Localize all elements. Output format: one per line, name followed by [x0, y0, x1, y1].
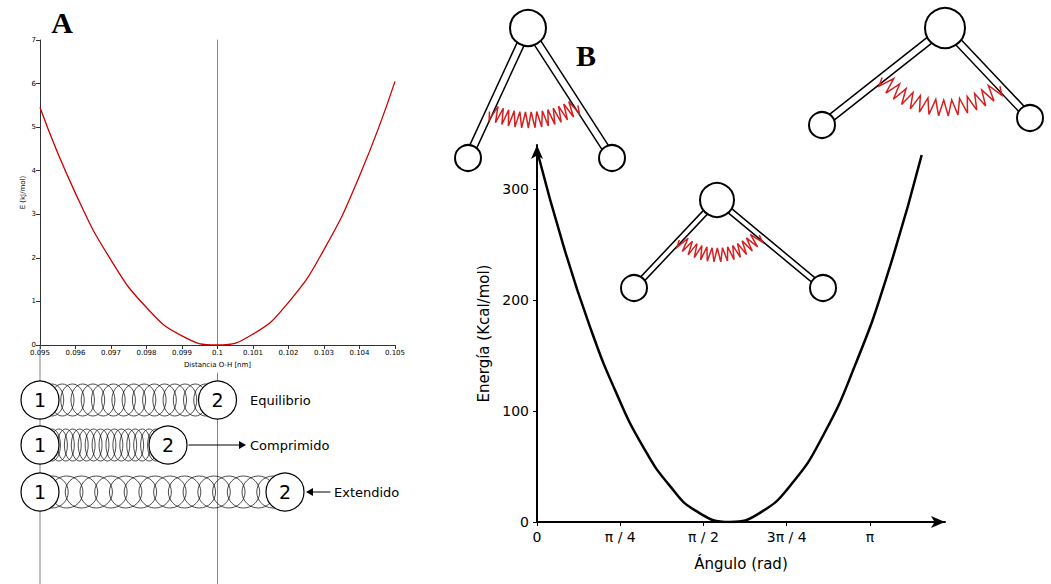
- svg-text:3π / 4: 3π / 4: [767, 529, 807, 545]
- svg-text:2: 2: [279, 481, 291, 503]
- svg-text:B: B: [576, 39, 596, 72]
- svg-text:6: 6: [32, 80, 37, 88]
- svg-text:7: 7: [32, 36, 36, 44]
- svg-text:0.102: 0.102: [278, 349, 298, 357]
- svg-text:A: A: [51, 6, 73, 39]
- svg-text:Energía (Kcal/mol): Energía (Kcal/mol): [475, 265, 493, 403]
- svg-text:0.103: 0.103: [314, 349, 334, 357]
- svg-text:π / 2: π / 2: [688, 529, 719, 545]
- svg-text:2: 2: [32, 254, 36, 262]
- svg-text:π / 4: π / 4: [605, 529, 636, 545]
- svg-text:100: 100: [502, 403, 529, 419]
- svg-text:Equilibrio: Equilibrio: [250, 393, 311, 408]
- svg-text:1: 1: [34, 389, 46, 411]
- svg-text:2: 2: [162, 434, 174, 456]
- svg-text:Comprimido: Comprimido: [250, 438, 329, 453]
- svg-text:0.096: 0.096: [65, 349, 86, 357]
- svg-text:π: π: [866, 529, 875, 545]
- svg-text:0: 0: [31, 341, 36, 349]
- svg-text:0.101: 0.101: [243, 349, 263, 357]
- svg-text:0.099: 0.099: [172, 349, 192, 357]
- svg-text:1: 1: [34, 434, 46, 456]
- svg-text:0.097: 0.097: [101, 349, 121, 357]
- svg-text:4: 4: [32, 167, 37, 175]
- svg-text:Extendido: Extendido: [334, 485, 399, 500]
- svg-text:1: 1: [32, 297, 36, 305]
- svg-text:0.105: 0.105: [385, 349, 405, 357]
- svg-text:300: 300: [502, 181, 529, 197]
- svg-text:5: 5: [32, 123, 36, 131]
- svg-text:200: 200: [502, 292, 529, 308]
- svg-text:0.098: 0.098: [136, 349, 156, 357]
- svg-text:0.104: 0.104: [349, 349, 370, 357]
- svg-text:0: 0: [520, 514, 529, 530]
- svg-text:3: 3: [32, 210, 36, 218]
- svg-text:Distancia O-H [nm]: Distancia O-H [nm]: [184, 361, 251, 369]
- svg-text:0.095: 0.095: [30, 348, 50, 357]
- svg-text:1: 1: [34, 481, 46, 503]
- svg-text:E (kJ/mol): E (kJ/mol): [19, 175, 27, 209]
- svg-text:0.1: 0.1: [212, 349, 223, 357]
- svg-text:Ángulo (rad): Ángulo (rad): [694, 554, 788, 573]
- svg-text:2: 2: [211, 389, 223, 411]
- svg-text:0: 0: [533, 529, 542, 545]
